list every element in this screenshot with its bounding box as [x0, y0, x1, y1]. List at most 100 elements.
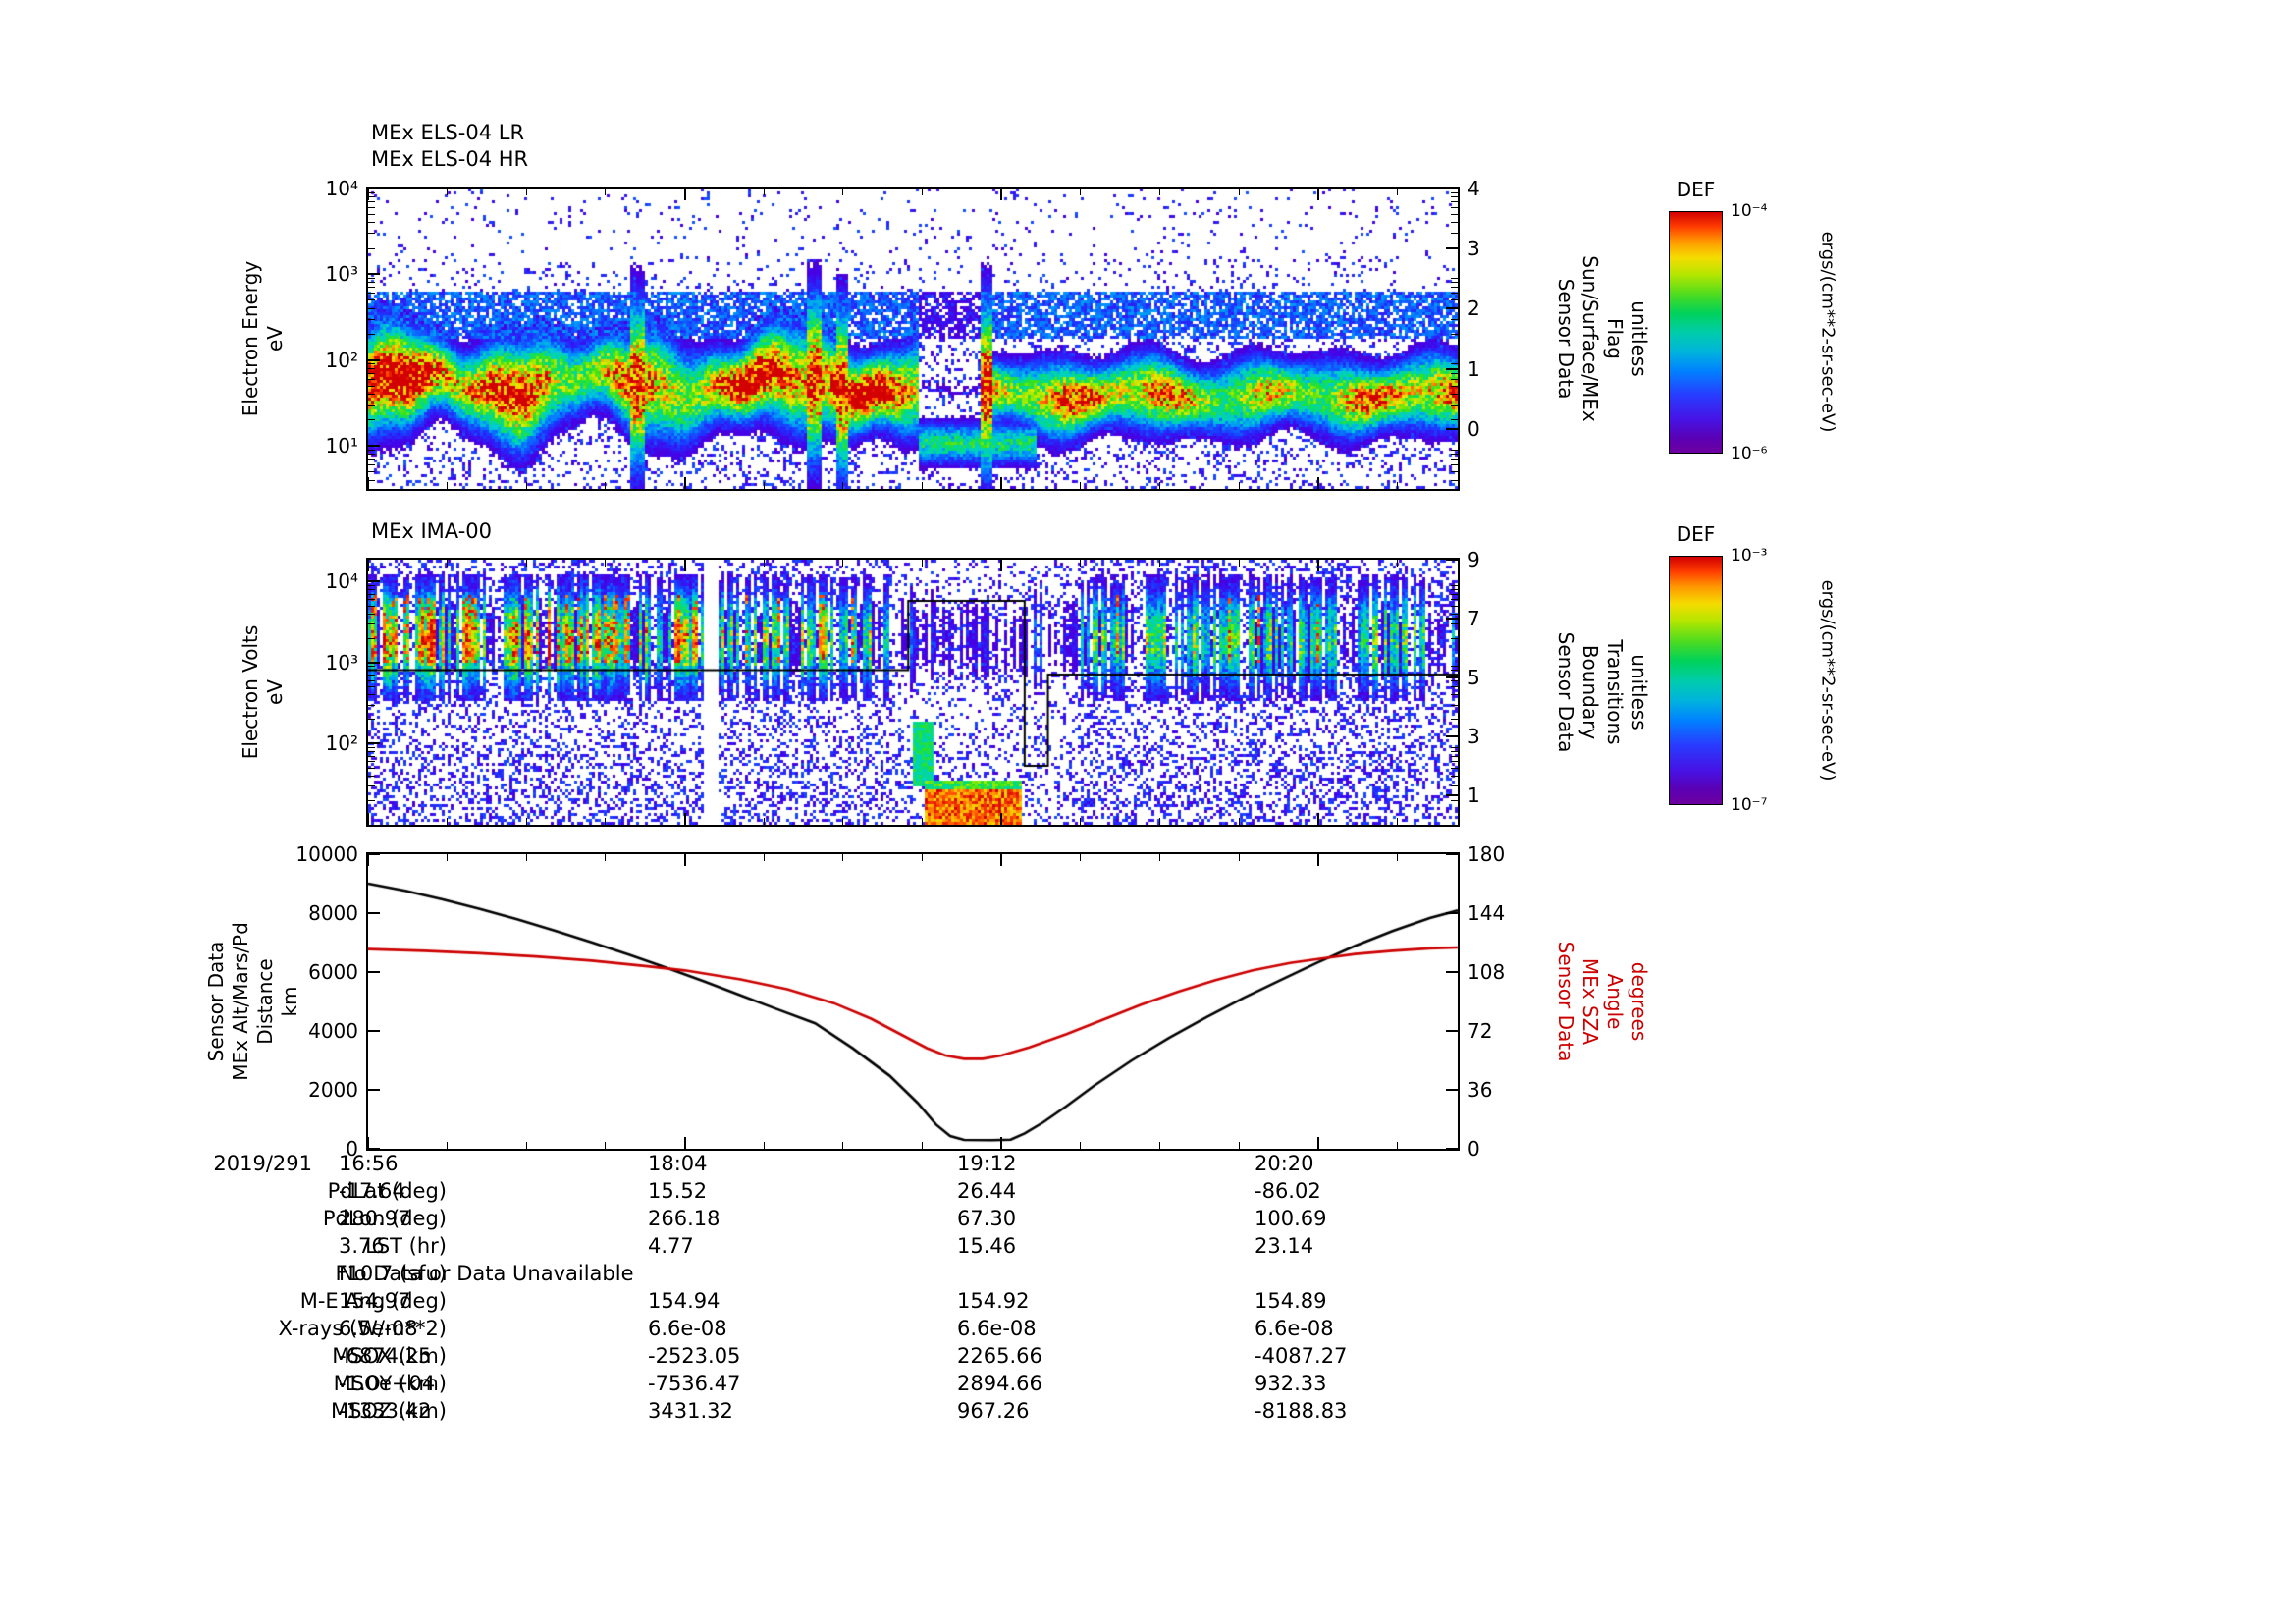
- x-tick-label: 20:20: [1255, 1152, 1314, 1175]
- els-right-axis-label-line: Sun/Surface/MEx: [1578, 255, 1602, 422]
- els-colorbar: DEF 10⁻⁴ 10⁻⁶: [1669, 178, 1767, 463]
- table-cell: 3431.32: [648, 1399, 733, 1423]
- table-cell: 154.97: [339, 1289, 411, 1313]
- tick-label: 4: [1468, 177, 1480, 200]
- tick-mark: [1316, 189, 1319, 200]
- tick-mark: [1446, 367, 1458, 370]
- table-cell: 932.33: [1255, 1372, 1327, 1395]
- minor-tick-mark: [1396, 818, 1398, 825]
- minor-tick-mark: [1451, 637, 1458, 639]
- tick-label: 0: [1468, 1137, 1480, 1161]
- ima-y-axis-label-line: Electron Volts: [239, 624, 262, 760]
- ima-right-axis-label: Sensor Data Boundary Transitions unitles…: [1553, 632, 1651, 753]
- minor-tick-mark: [763, 818, 765, 825]
- minor-tick-mark: [1451, 479, 1458, 481]
- minor-tick-mark: [368, 233, 375, 235]
- minor-tick-mark: [1396, 189, 1398, 195]
- minor-tick-mark: [1080, 189, 1082, 195]
- table-cell: -2523.05: [648, 1344, 741, 1368]
- table-cell: -17.64: [339, 1179, 405, 1203]
- minor-tick-mark: [368, 599, 375, 601]
- tick-mark: [368, 742, 380, 745]
- tick-label: 1: [1468, 784, 1480, 807]
- els-colorbar-min-label: 10⁻⁶: [1731, 444, 1768, 463]
- minor-tick-mark: [1451, 419, 1458, 421]
- tick-mark: [367, 1137, 369, 1149]
- ima-colorbar: DEF 10⁻³ 10⁻⁷: [1669, 522, 1767, 815]
- tick-mark: [367, 189, 369, 200]
- altitude-sza-panel: 10000 8000 6000 4000 2000 0 180 144 108 72 36 0: [295, 842, 1505, 1161]
- alt-y-axis-label-line: km: [278, 986, 301, 1017]
- table-cell: 154.89: [1255, 1289, 1327, 1313]
- table-cell: 154.94: [648, 1289, 721, 1313]
- tick-label: 180: [1468, 842, 1506, 866]
- tick-label: 10³: [325, 650, 358, 675]
- minor-tick-mark: [1158, 189, 1160, 195]
- tick-mark: [368, 188, 380, 189]
- table-cell: -1333.42: [339, 1399, 432, 1423]
- table-row-label: MSOX (km): [332, 1344, 447, 1368]
- minor-tick-mark: [368, 378, 375, 380]
- minor-tick-mark: [1451, 363, 1458, 365]
- els-colorbar-units-text: ergs/(cm**2-sr-sec-eV): [1817, 231, 1839, 433]
- table-row-label: PdLon (deg): [322, 1207, 447, 1230]
- els-right-axis-label-line: Sensor Data: [1554, 278, 1577, 400]
- minor-tick-mark: [605, 818, 607, 825]
- alt-y-axis-label-line: Distance: [253, 958, 277, 1045]
- minor-tick-mark: [1396, 854, 1398, 861]
- minor-tick-mark: [368, 622, 375, 624]
- minor-tick-mark: [368, 459, 375, 460]
- minor-tick-mark: [1396, 1142, 1398, 1149]
- minor-tick-mark: [368, 750, 375, 752]
- tick-mark: [368, 1148, 380, 1150]
- tick-mark: [1446, 676, 1458, 678]
- x-axis-date-label: 2019/291: [213, 1152, 312, 1175]
- minor-tick-mark: [368, 464, 375, 466]
- minor-tick-mark: [1451, 746, 1458, 748]
- els-y-axis-label-line: Electron Energy: [239, 260, 262, 417]
- minor-tick-mark: [1451, 222, 1458, 224]
- minor-tick-mark: [447, 818, 449, 825]
- minor-tick-mark: [368, 694, 375, 696]
- tick-label: 7: [1468, 607, 1480, 630]
- tick-mark: [683, 813, 686, 825]
- ima-colorbar-units-text: ergs/(cm**2-sr-sec-eV): [1817, 579, 1839, 782]
- els-y-axis-label: Electron Energy eV: [239, 261, 288, 416]
- minor-tick-mark: [368, 318, 375, 320]
- minor-tick-mark: [1451, 293, 1458, 295]
- els-right-axis-label-line: unitless: [1628, 300, 1651, 377]
- minor-tick-mark: [1451, 686, 1458, 688]
- minor-tick-mark: [368, 704, 375, 706]
- els-colorbar-units-label: ergs/(cm**2-sr-sec-eV): [1816, 232, 1841, 433]
- sza-right-axis-label-line: degrees: [1628, 961, 1651, 1042]
- tick-label: 72: [1468, 1019, 1493, 1043]
- tick-mark: [368, 853, 380, 855]
- table-cell: 3.76: [339, 1234, 385, 1258]
- minor-tick-mark: [368, 385, 375, 387]
- tick-label: 2: [1468, 297, 1480, 321]
- minor-tick-mark: [368, 419, 375, 421]
- tick-mark: [683, 477, 686, 489]
- tick-mark: [368, 1030, 380, 1032]
- ima-spectrogram-panel: 10⁴ 10³ 10² 9 7 5 3 1: [326, 548, 1480, 827]
- tick-label: 5: [1468, 666, 1480, 689]
- minor-tick-mark: [368, 334, 375, 336]
- minor-tick-mark: [368, 201, 375, 203]
- table-row-label: F10.7 (sfu): [335, 1262, 447, 1285]
- minor-tick-mark: [525, 560, 527, 567]
- ima-y-axis-label-line: eV: [263, 679, 287, 706]
- minor-tick-mark: [1451, 405, 1458, 406]
- minor-tick-mark: [1451, 605, 1458, 607]
- minor-tick-mark: [1080, 1142, 1082, 1149]
- minor-tick-mark: [1451, 593, 1458, 595]
- table-row-label: X-rays (W/m**2): [278, 1317, 447, 1340]
- tick-mark: [1316, 854, 1319, 866]
- tick-mark: [1446, 559, 1458, 561]
- minor-tick-mark: [1451, 761, 1458, 763]
- tick-mark: [683, 854, 686, 866]
- minor-tick-mark: [368, 299, 375, 301]
- minor-tick-mark: [1451, 613, 1458, 615]
- tick-mark: [367, 560, 369, 571]
- minor-tick-mark: [368, 761, 375, 763]
- minor-tick-mark: [1451, 464, 1458, 466]
